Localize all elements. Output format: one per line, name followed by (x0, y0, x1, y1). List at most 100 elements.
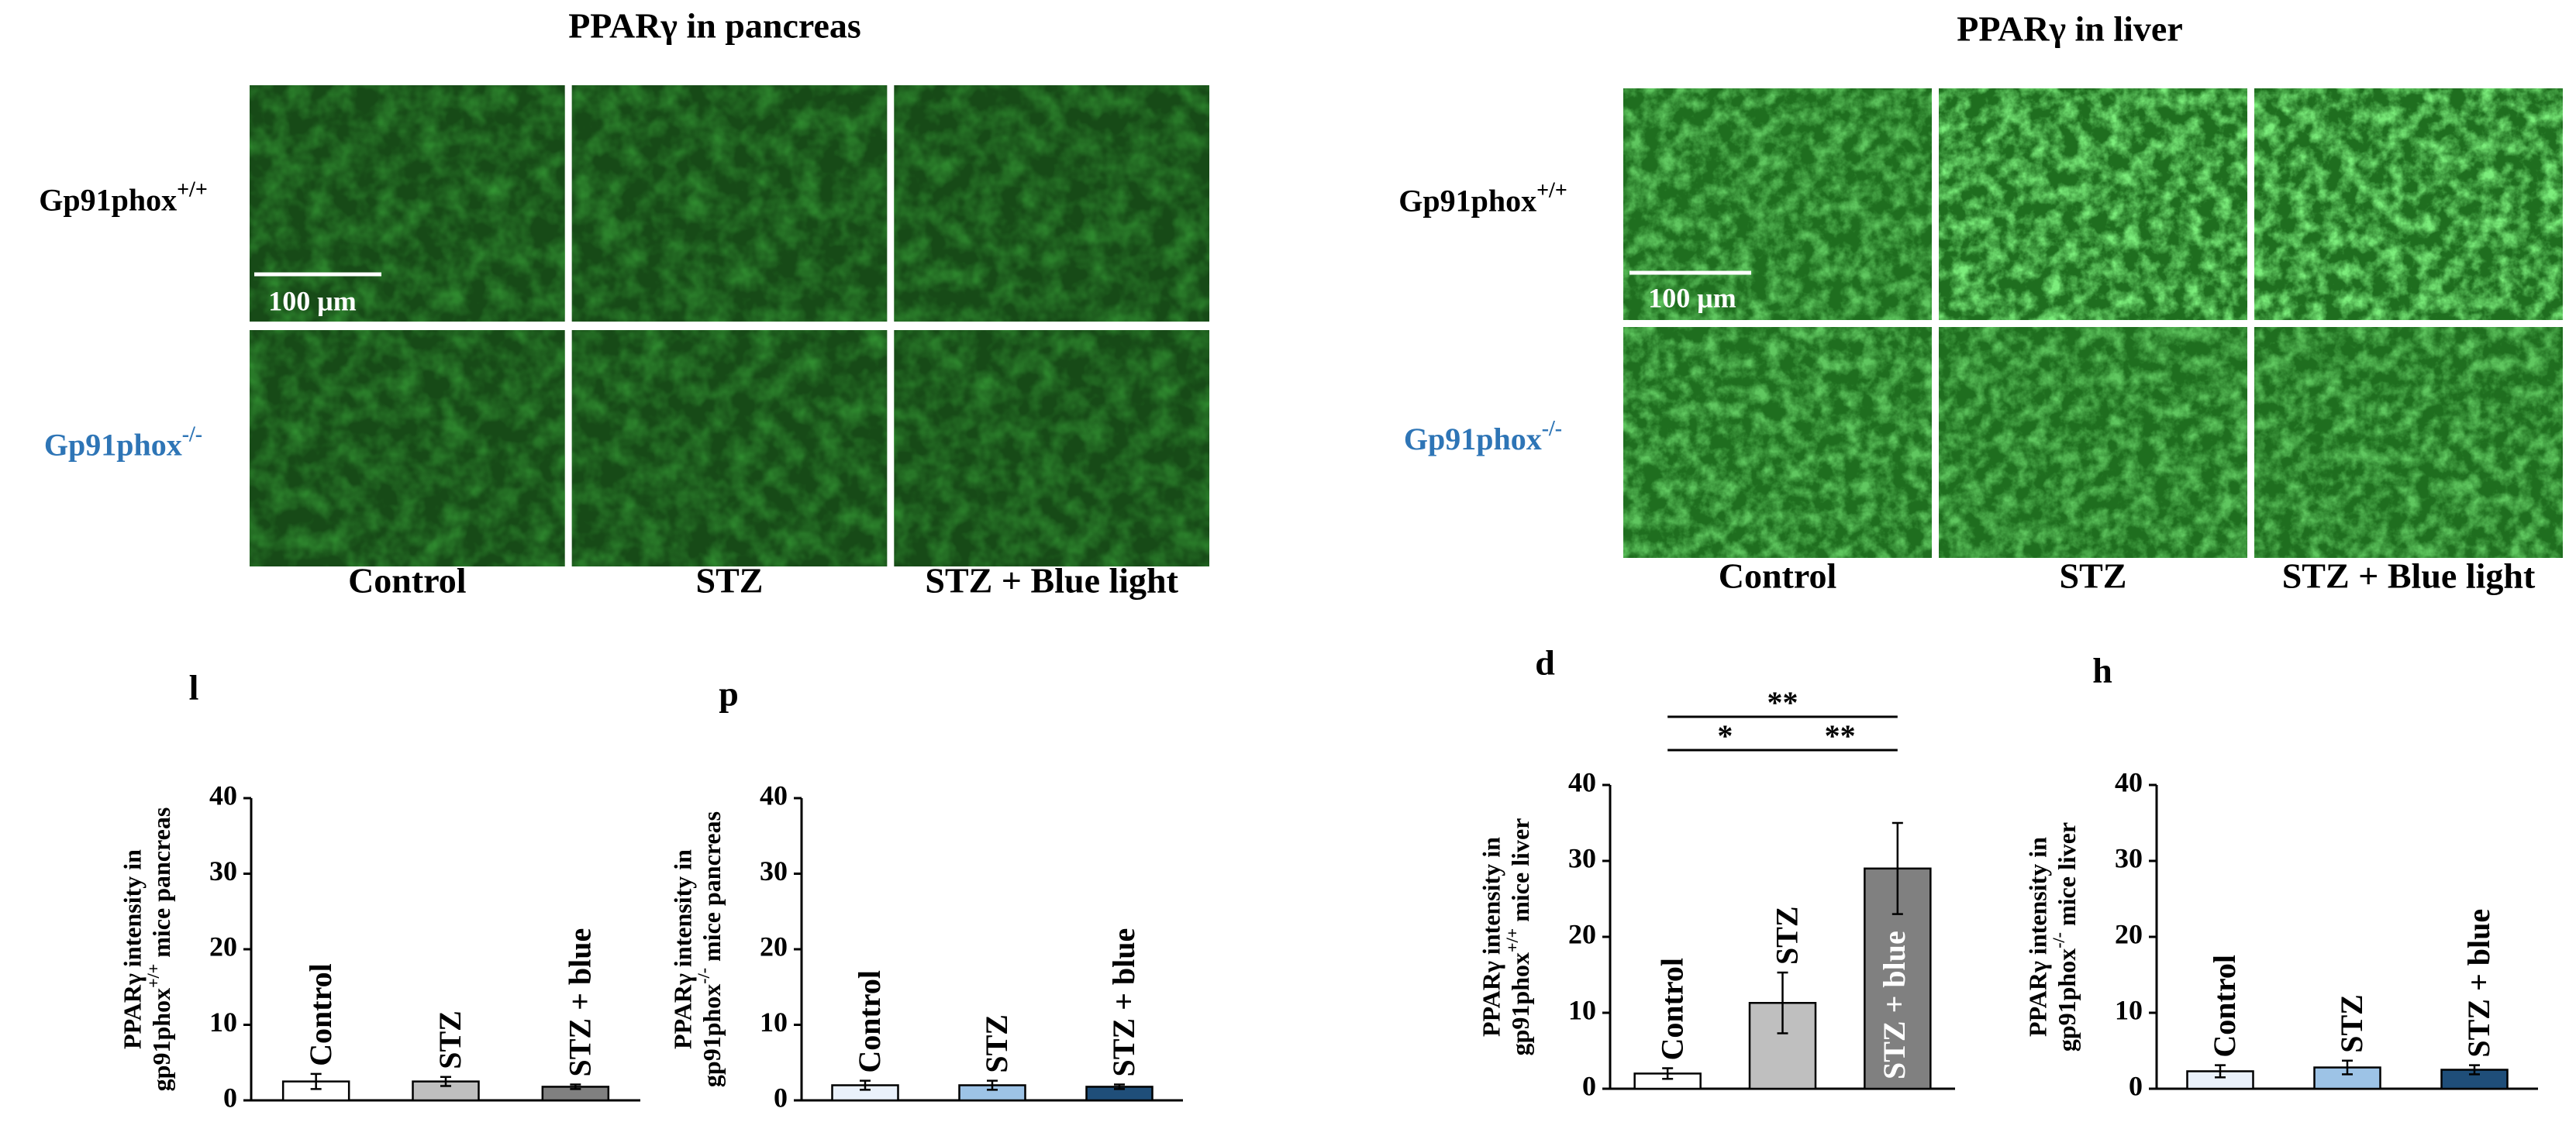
error-bar (2469, 1064, 2480, 1076)
bar-label: STZ + blue (2461, 909, 2496, 1058)
y-tick-label: 40 (2115, 766, 2143, 797)
column-label: STZ + Blue light (925, 561, 1178, 601)
bar-label: STZ + blue (1106, 928, 1141, 1077)
y-tick-label: 40 (760, 780, 788, 811)
y-axis-label: gp91phox+/+ mice pancreas (143, 807, 176, 1092)
y-tick-label: 10 (2115, 994, 2143, 1025)
row-label-sup: +/+ (177, 177, 208, 201)
significance-label: ** (1767, 685, 1798, 720)
y-tick-label: 20 (2115, 918, 2143, 949)
micrograph-texture (894, 330, 1209, 566)
row-label-text: Gp91phox (1404, 422, 1542, 456)
y-tick-label: 30 (1568, 842, 1596, 873)
y-axis-label: PPARγ intensity in (118, 849, 146, 1049)
y-tick-label: 0 (223, 1082, 237, 1113)
micrograph-texture (1939, 327, 2247, 558)
column-label: STZ (696, 561, 764, 601)
row-label-sup: -/- (182, 422, 202, 446)
micrograph-texture (1623, 327, 1932, 558)
row-label-sup: +/+ (1536, 178, 1567, 202)
bar-label: STZ (2334, 994, 2369, 1053)
y-axis-label: PPARγ intensity in (1477, 837, 1505, 1037)
row-label-text: Gp91phox (1398, 184, 1536, 219)
y-axis-label-text: gp91phox (2053, 948, 2081, 1052)
row-label-sup: -/- (1542, 417, 1562, 441)
y-axis-label: gp91phox-/- mice liver (2049, 822, 2081, 1052)
row-label-text: Gp91phox (39, 183, 177, 218)
panel-letter: d (1535, 643, 1555, 683)
bar-label: Control (1654, 958, 1689, 1061)
panel-title: PPARγ in liver (1957, 9, 2183, 49)
micrograph-texture (250, 85, 565, 322)
y-tick-label: 20 (209, 931, 237, 962)
panel-title: PPARγ in pancreas (568, 6, 861, 46)
y-axis-label-sup: -/- (694, 968, 713, 984)
row-label: Gp91phox-/- (44, 422, 202, 462)
row-label: Gp91phox+/+ (39, 177, 208, 217)
column-label: Control (1719, 556, 1837, 596)
y-axis-label-text: gp91phox (698, 984, 726, 1087)
micrograph-texture (250, 330, 565, 566)
micrograph-texture (2254, 327, 2563, 558)
panel-letter: l (189, 668, 199, 707)
error-bar (1891, 821, 1903, 915)
bar-label: STZ (433, 1010, 467, 1069)
scale-bar-label: 100 μm (268, 285, 356, 316)
micrograph-texture (894, 85, 1209, 322)
error-bar (2215, 1064, 2226, 1079)
y-axis-label: gp91phox+/+ mice liver (1502, 818, 1535, 1056)
error-bar (1114, 1083, 1125, 1090)
y-tick-label: 10 (209, 1007, 237, 1038)
y-axis-label-sup: +/+ (1502, 928, 1522, 952)
y-axis-label-text: mice pancreas (147, 807, 175, 964)
bar-label: STZ (979, 1014, 1014, 1073)
bar (2313, 1066, 2381, 1090)
y-tick-label: 0 (1582, 1070, 1596, 1101)
column-label: Control (348, 561, 467, 601)
y-tick-label: 0 (774, 1082, 788, 1113)
significance-label: * (1717, 718, 1733, 753)
micrograph-texture (2254, 88, 2563, 320)
y-axis-label-sup: +/+ (143, 964, 163, 988)
y-tick-label: 40 (1568, 766, 1596, 797)
bar-label: Control (852, 970, 887, 1073)
y-axis-label-sup: -/- (2049, 932, 2068, 948)
bar-label: Control (303, 963, 338, 1066)
micrograph-texture (1939, 88, 2247, 320)
row-label-text: Gp91phox (44, 428, 182, 463)
y-axis-label-text: mice pancreas (698, 811, 726, 968)
error-bar (1662, 1067, 1674, 1080)
y-axis-label: PPARγ intensity in (668, 849, 696, 1049)
y-tick-label: 30 (760, 855, 788, 886)
y-tick-label: 20 (760, 931, 788, 962)
y-tick-label: 30 (2115, 842, 2143, 873)
y-tick-label: 20 (1568, 918, 1596, 949)
error-bar (440, 1076, 451, 1087)
row-label: Gp91phox-/- (1404, 417, 1562, 456)
error-bar (987, 1079, 998, 1091)
column-label: STZ (2060, 556, 2127, 596)
error-bar (860, 1079, 871, 1091)
y-tick-label: 30 (209, 855, 237, 886)
y-axis-label-text: mice liver (1506, 818, 1534, 928)
y-axis-label-text: gp91phox (147, 988, 175, 1091)
error-bar (570, 1083, 581, 1090)
micrograph-texture (1623, 88, 1932, 320)
y-axis-label: gp91phox-/- mice pancreas (694, 811, 726, 1087)
scale-bar-label: 100 μm (1648, 282, 1736, 313)
bar-label: STZ + blue (563, 928, 598, 1077)
error-bar (310, 1072, 322, 1090)
y-tick-label: 10 (760, 1007, 788, 1038)
panel-letter: p (719, 674, 739, 714)
panel-letter: h (2092, 651, 2112, 690)
y-tick-label: 40 (209, 780, 237, 811)
column-label: STZ + Blue light (2282, 556, 2536, 596)
error-bar (1777, 971, 1788, 1034)
micrograph-texture (571, 330, 888, 566)
y-tick-label: 0 (2129, 1070, 2143, 1101)
y-axis-label: PPARγ intensity in (2023, 837, 2051, 1037)
bar-label: Control (2207, 955, 2242, 1058)
row-label: Gp91phox+/+ (1398, 178, 1567, 218)
